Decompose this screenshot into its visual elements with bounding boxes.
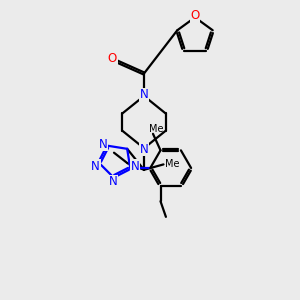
Text: N: N [130, 160, 140, 173]
Text: N: N [140, 88, 148, 101]
Text: O: O [108, 52, 117, 65]
Text: O: O [190, 9, 200, 22]
Text: N: N [91, 160, 100, 172]
Text: Me: Me [149, 124, 163, 134]
Text: Me: Me [165, 159, 179, 170]
Text: N: N [140, 143, 148, 156]
Text: N: N [99, 138, 108, 151]
Text: N: N [109, 175, 117, 188]
